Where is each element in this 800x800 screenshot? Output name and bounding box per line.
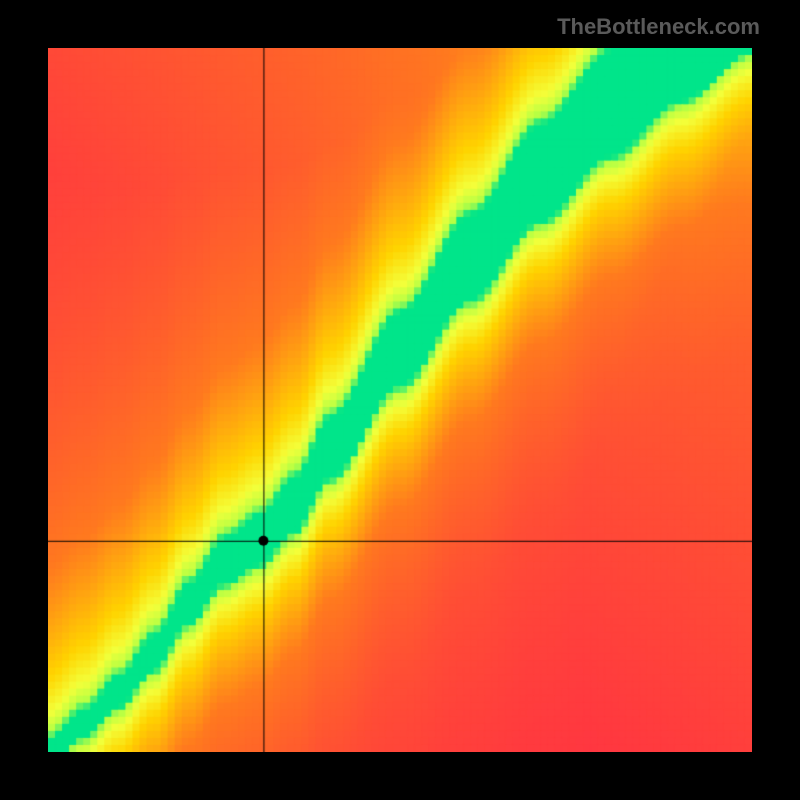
- watermark-text: TheBottleneck.com: [557, 14, 760, 40]
- bottleneck-heatmap: [48, 48, 752, 752]
- plot-area: [48, 48, 752, 752]
